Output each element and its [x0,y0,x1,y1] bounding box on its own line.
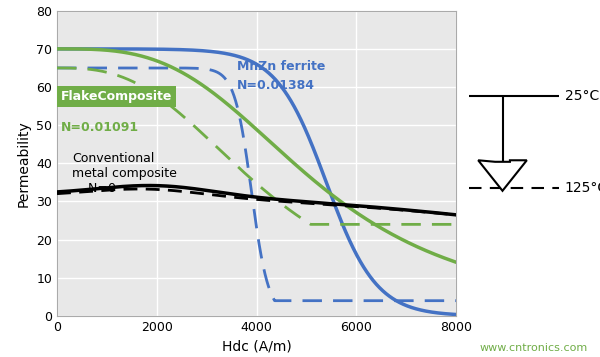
Y-axis label: Permeability: Permeability [17,120,31,207]
Text: N=0.01091: N=0.01091 [61,121,139,134]
Text: 125°C: 125°C [565,181,600,195]
X-axis label: Hdc (A/m): Hdc (A/m) [221,340,292,353]
Text: www.cntronics.com: www.cntronics.com [480,343,588,353]
Polygon shape [478,160,527,191]
Text: FlakeComposite: FlakeComposite [61,90,172,103]
Text: Conventional
metal composite
    N=0: Conventional metal composite N=0 [72,152,177,195]
Text: N=0.01384: N=0.01384 [236,79,314,92]
Text: 25°C: 25°C [565,89,599,103]
Text: MnZn ferrite: MnZn ferrite [236,60,325,73]
